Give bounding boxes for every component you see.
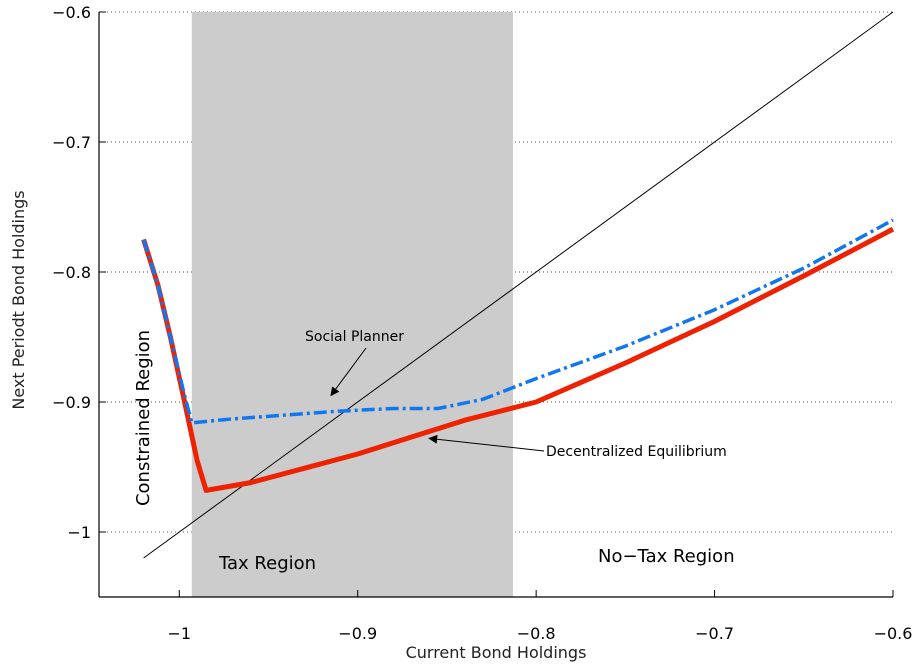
tax-region-label: Tax Region (218, 553, 316, 574)
social-planner-line (141, 218, 894, 425)
y-axis-ticks: −1 −0.9 −0.8 −0.7 −0.6 (52, 3, 106, 542)
annotations (330, 347, 545, 452)
x-axis-label: Current Bond Holdings (406, 643, 587, 662)
x-axis-ticks: −1 −0.9 −0.8 −0.7 −0.6 (167, 590, 912, 643)
social-planner-arrow (330, 347, 367, 397)
social-planner-annotation: Social Planner (305, 329, 404, 345)
tax-region-shading (191, 12, 513, 597)
x-tick-label: −0.8 (517, 624, 556, 643)
decentralized-equilibrium-arrow (428, 434, 545, 452)
y-tick-label: −0.7 (52, 133, 91, 152)
series-lines (141, 11, 895, 559)
y-tick-label: −1 (67, 523, 91, 542)
constrained-region-label: Constrained Region (133, 330, 154, 506)
decentralized-equilibrium-annotation: Decentralized Equilibrium (546, 444, 727, 460)
forty-five-degree-line (143, 11, 894, 559)
y-axis-label: Next Periodt Bond Holdings (9, 190, 28, 409)
y-tick-label: −0.8 (52, 263, 91, 282)
y-tick-label: −0.9 (52, 393, 91, 412)
decentralized-equilibrium-line (141, 226, 895, 493)
x-tick-label: −0.7 (695, 624, 734, 643)
x-tick-label: −0.6 (874, 624, 912, 643)
x-tick-label: −1 (167, 624, 191, 643)
y-tick-label: −0.6 (52, 3, 91, 22)
x-tick-label: −0.9 (338, 624, 377, 643)
no-tax-region-label: No−Tax Region (598, 546, 735, 567)
axes (98, 12, 893, 598)
